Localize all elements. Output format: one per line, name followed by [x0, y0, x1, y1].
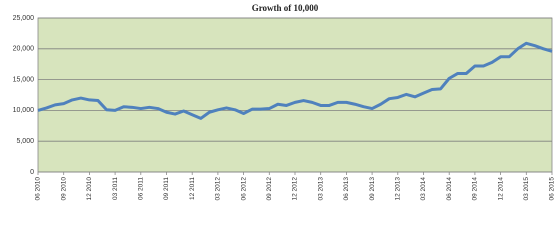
x-tick-label: 06 2013 — [343, 177, 350, 201]
y-tick-label: 20,000 — [13, 46, 35, 53]
x-tick-label: 09 2014 — [472, 177, 479, 201]
x-tick-label: 12 2013 — [395, 177, 402, 201]
x-tick-label: 06 2010 — [35, 177, 42, 201]
x-tick-label: 03 2014 — [420, 177, 427, 201]
x-tick-label: 12 2014 — [497, 177, 504, 201]
x-tick-label: 06 2014 — [446, 177, 453, 201]
x-tick-label: 03 2011 — [112, 177, 119, 200]
plot-area — [37, 17, 553, 173]
y-tick-label: 10,000 — [13, 107, 35, 114]
x-tick-label: 09 2012 — [266, 177, 273, 201]
x-tick-label: 09 2011 — [163, 177, 170, 200]
x-tick-label: 12 2010 — [86, 177, 93, 201]
y-tick-label: 0 — [30, 169, 34, 176]
x-tick-label: 06 2011 — [138, 177, 145, 200]
y-tick-label: 5,000 — [16, 138, 34, 145]
chart-title: Growth of 10,000 — [252, 3, 319, 13]
x-tick-label: 06 2015 — [549, 177, 556, 201]
y-tick-label: 25,000 — [13, 15, 35, 22]
x-tick-label: 03 2012 — [215, 177, 222, 201]
x-tick-label: 03 2015 — [523, 177, 530, 201]
x-tick-label: 03 2013 — [317, 177, 324, 201]
x-tick-label: 06 2012 — [240, 177, 247, 201]
x-tick-label: 12 2012 — [292, 177, 299, 201]
data-line — [37, 41, 553, 120]
x-tick-label: 09 2010 — [60, 177, 67, 201]
x-tick-label: 09 2013 — [369, 177, 376, 201]
y-tick-label: 15,000 — [13, 76, 35, 83]
chart: Growth of 10,000 0 5,000 10,000 15,000 20,00… — [13, 3, 556, 201]
x-tick-label: 12 2011 — [189, 177, 196, 200]
